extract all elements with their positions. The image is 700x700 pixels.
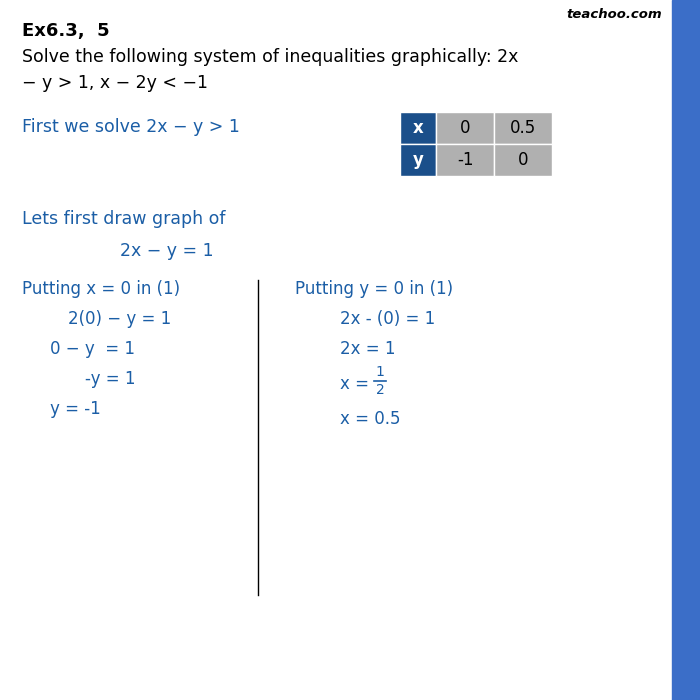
Text: -y = 1: -y = 1 [85,370,136,388]
FancyBboxPatch shape [400,144,436,176]
Text: Ex6.3,  5: Ex6.3, 5 [22,22,110,40]
Text: 0.5: 0.5 [510,119,536,137]
Text: x = 0.5: x = 0.5 [340,410,400,428]
Text: 2x = 1: 2x = 1 [340,340,395,358]
FancyBboxPatch shape [436,144,494,176]
Text: − y > 1, x − 2y < −1: − y > 1, x − 2y < −1 [22,74,208,92]
FancyBboxPatch shape [494,112,552,144]
Text: Solve the following system of inequalities graphically: 2x: Solve the following system of inequaliti… [22,48,519,66]
Text: 0: 0 [460,119,470,137]
Text: 2x − y = 1: 2x − y = 1 [120,242,214,260]
Text: 2(0) − y = 1: 2(0) − y = 1 [68,310,172,328]
Text: y = -1: y = -1 [50,400,101,418]
Text: 0: 0 [518,151,528,169]
Text: First we solve 2x − y > 1: First we solve 2x − y > 1 [22,118,240,136]
Text: Lets first draw graph of: Lets first draw graph of [22,210,225,228]
Text: -1: -1 [456,151,473,169]
Text: Putting y = 0 in (1): Putting y = 0 in (1) [295,280,453,298]
Text: 1: 1 [376,365,384,379]
Text: teachoo.com: teachoo.com [566,8,662,21]
Text: 2: 2 [376,383,384,397]
Text: 2x - (0) = 1: 2x - (0) = 1 [340,310,435,328]
FancyBboxPatch shape [494,144,552,176]
Text: x: x [412,119,423,137]
Text: x =: x = [340,375,374,393]
FancyBboxPatch shape [436,112,494,144]
Text: y: y [412,151,423,169]
Text: 0 − y  = 1: 0 − y = 1 [50,340,135,358]
Text: Putting x = 0 in (1): Putting x = 0 in (1) [22,280,180,298]
FancyBboxPatch shape [400,112,436,144]
Bar [672,0,700,700]
